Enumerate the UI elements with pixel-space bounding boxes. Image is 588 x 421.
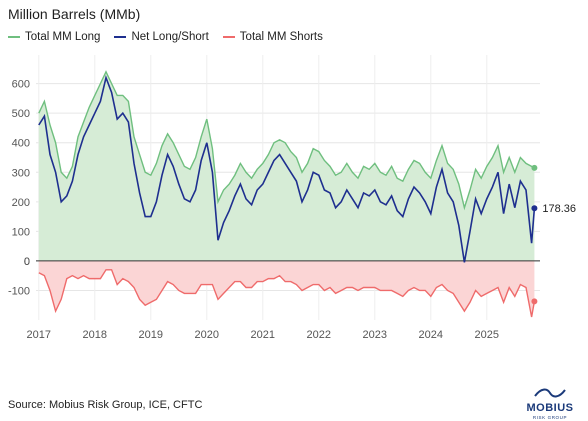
logo-word: MOBIUS [526, 402, 574, 414]
y-tick-label: -100 [8, 285, 30, 297]
source-note: Source: Mobius Risk Group, ICE, CFTC [8, 399, 203, 411]
x-tick-label: 2019 [139, 329, 163, 341]
x-tick-label: 2022 [307, 329, 331, 341]
area-total-mm-shorts [38, 260, 535, 318]
series-areas [38, 71, 535, 318]
legend-swatch-total-mm-long [8, 36, 20, 38]
logo-subtitle: RISK GROUP [532, 415, 568, 420]
series-lines [36, 70, 540, 318]
line-total-mm-long [38, 70, 535, 211]
x-tick-label: 2018 [83, 329, 107, 341]
line-net-long-short [38, 75, 536, 263]
y-tick-label: 400 [12, 138, 30, 150]
chart-title: Million Barrels (MMb) [8, 6, 141, 22]
line-total-mm-shorts [38, 269, 536, 318]
end-value-label: 178.36 [542, 203, 576, 215]
x-tick-label: 2020 [195, 329, 219, 341]
y-tick-label: 600 [12, 79, 30, 91]
legend: Total MM Long Net Long/Short Total MM Sh… [8, 31, 323, 43]
y-tick-label: 300 [12, 167, 30, 179]
x-tick-label: 2025 [475, 329, 499, 341]
legend-label-total-mm-shorts: Total MM Shorts [239, 31, 323, 43]
legend-label-net-long-short: Net Long/Short [131, 31, 209, 43]
x-tick-label: 2021 [251, 329, 275, 341]
y-tick-label-zero: 0 [24, 256, 30, 268]
logo-mark-icon [534, 388, 566, 398]
legend-label-total-mm-long: Total MM Long [25, 31, 101, 43]
end-point-total-mm-long [531, 164, 538, 171]
y-tick-label: 500 [12, 108, 30, 120]
legend-swatch-net-long-short [114, 36, 127, 38]
legend-item-net-long-short: Net Long/Short [114, 31, 209, 43]
x-tick-label: 2023 [363, 329, 387, 341]
legend-item-total-mm-long: Total MM Long [8, 31, 100, 43]
legend-item-total-mm-shorts: Total MM Shorts [222, 31, 323, 43]
end-point-total-mm-shorts [531, 298, 538, 305]
legend-swatch-total-mm-shorts [222, 36, 235, 38]
x-tick-label: 2024 [419, 329, 443, 341]
y-tick-label: 100 [12, 226, 30, 238]
end-point-net-long-short [531, 205, 538, 212]
x-tick-label: 2017 [27, 329, 51, 341]
end-markers: 178.36 [531, 164, 576, 305]
mobius-logo: MOBIUS RISK GROUP [520, 385, 580, 421]
y-tick-label: 200 [12, 197, 30, 209]
y-tick-label: 0 [24, 256, 30, 268]
